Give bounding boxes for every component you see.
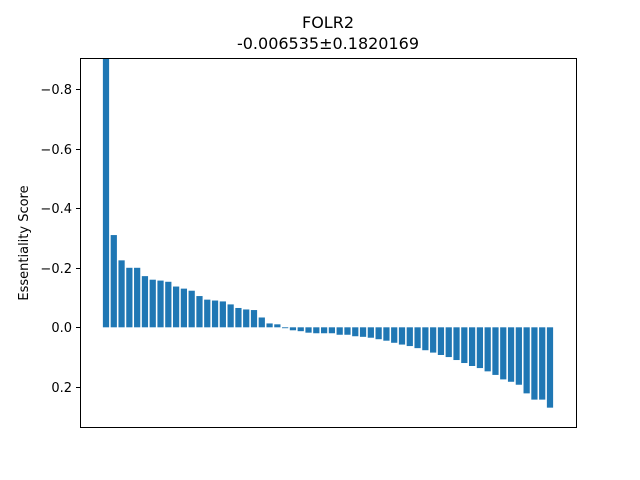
bar bbox=[398, 327, 406, 345]
bar bbox=[118, 260, 125, 328]
bar bbox=[243, 309, 250, 328]
bar bbox=[235, 307, 242, 328]
bar bbox=[383, 327, 390, 341]
bar bbox=[266, 323, 273, 328]
bars bbox=[102, 58, 554, 408]
chart-subtitle: -0.006535±0.1820169 bbox=[237, 34, 419, 53]
bar bbox=[282, 327, 289, 329]
bar bbox=[507, 327, 515, 382]
bar bbox=[196, 296, 203, 328]
bar bbox=[172, 286, 180, 328]
bar bbox=[320, 327, 328, 334]
bar bbox=[422, 327, 429, 351]
bar bbox=[305, 327, 312, 333]
bar bbox=[180, 288, 188, 328]
bar bbox=[219, 301, 226, 328]
bar bbox=[500, 327, 507, 380]
bar bbox=[531, 327, 538, 400]
bar bbox=[523, 327, 530, 394]
y-axis-label: Essentiality Score bbox=[17, 185, 32, 300]
y-tick-label: −0.2 bbox=[40, 262, 72, 277]
bar bbox=[297, 327, 304, 332]
bar bbox=[289, 327, 297, 331]
bar bbox=[126, 267, 133, 328]
bar bbox=[102, 58, 110, 328]
bar bbox=[258, 317, 265, 328]
bar bbox=[461, 327, 468, 364]
bar bbox=[134, 267, 141, 328]
bar bbox=[227, 304, 234, 328]
bar bbox=[445, 327, 452, 358]
bar bbox=[157, 280, 164, 328]
bar bbox=[546, 327, 554, 408]
y-tick-label: −0.4 bbox=[40, 202, 72, 217]
bar bbox=[515, 327, 522, 385]
bar bbox=[437, 327, 445, 355]
bar bbox=[188, 290, 195, 328]
bar bbox=[414, 327, 421, 349]
bar bbox=[328, 327, 336, 334]
bar bbox=[336, 327, 343, 335]
y-axis-ticks: −0.8 −0.6 −0.4 −0.2 0.0 0.2 bbox=[40, 83, 80, 396]
bar bbox=[406, 327, 413, 347]
bar bbox=[359, 327, 367, 337]
bar bbox=[204, 299, 211, 328]
bar bbox=[492, 327, 499, 375]
bar bbox=[468, 327, 476, 366]
bar bbox=[110, 235, 117, 328]
y-tick-label: 0.0 bbox=[51, 321, 72, 336]
bar bbox=[453, 327, 460, 361]
y-tick-label: −0.8 bbox=[40, 83, 72, 98]
bar bbox=[344, 327, 351, 335]
bar bbox=[476, 327, 484, 369]
bar bbox=[313, 327, 320, 334]
bar bbox=[165, 281, 172, 328]
bar bbox=[391, 327, 398, 343]
bar bbox=[149, 279, 156, 328]
bar bbox=[250, 310, 258, 328]
bar bbox=[539, 327, 546, 400]
bar bbox=[430, 327, 437, 353]
axes-frame bbox=[80, 58, 577, 428]
chart-title: FOLR2 bbox=[302, 13, 354, 32]
bar bbox=[141, 276, 149, 328]
bar bbox=[274, 324, 281, 328]
bar bbox=[352, 327, 359, 337]
bar bbox=[211, 300, 219, 328]
y-tick-label: 0.2 bbox=[51, 381, 72, 396]
bar bbox=[367, 327, 374, 338]
bar bbox=[375, 327, 382, 340]
y-tick-label: −0.6 bbox=[40, 143, 72, 158]
bar bbox=[484, 327, 491, 372]
